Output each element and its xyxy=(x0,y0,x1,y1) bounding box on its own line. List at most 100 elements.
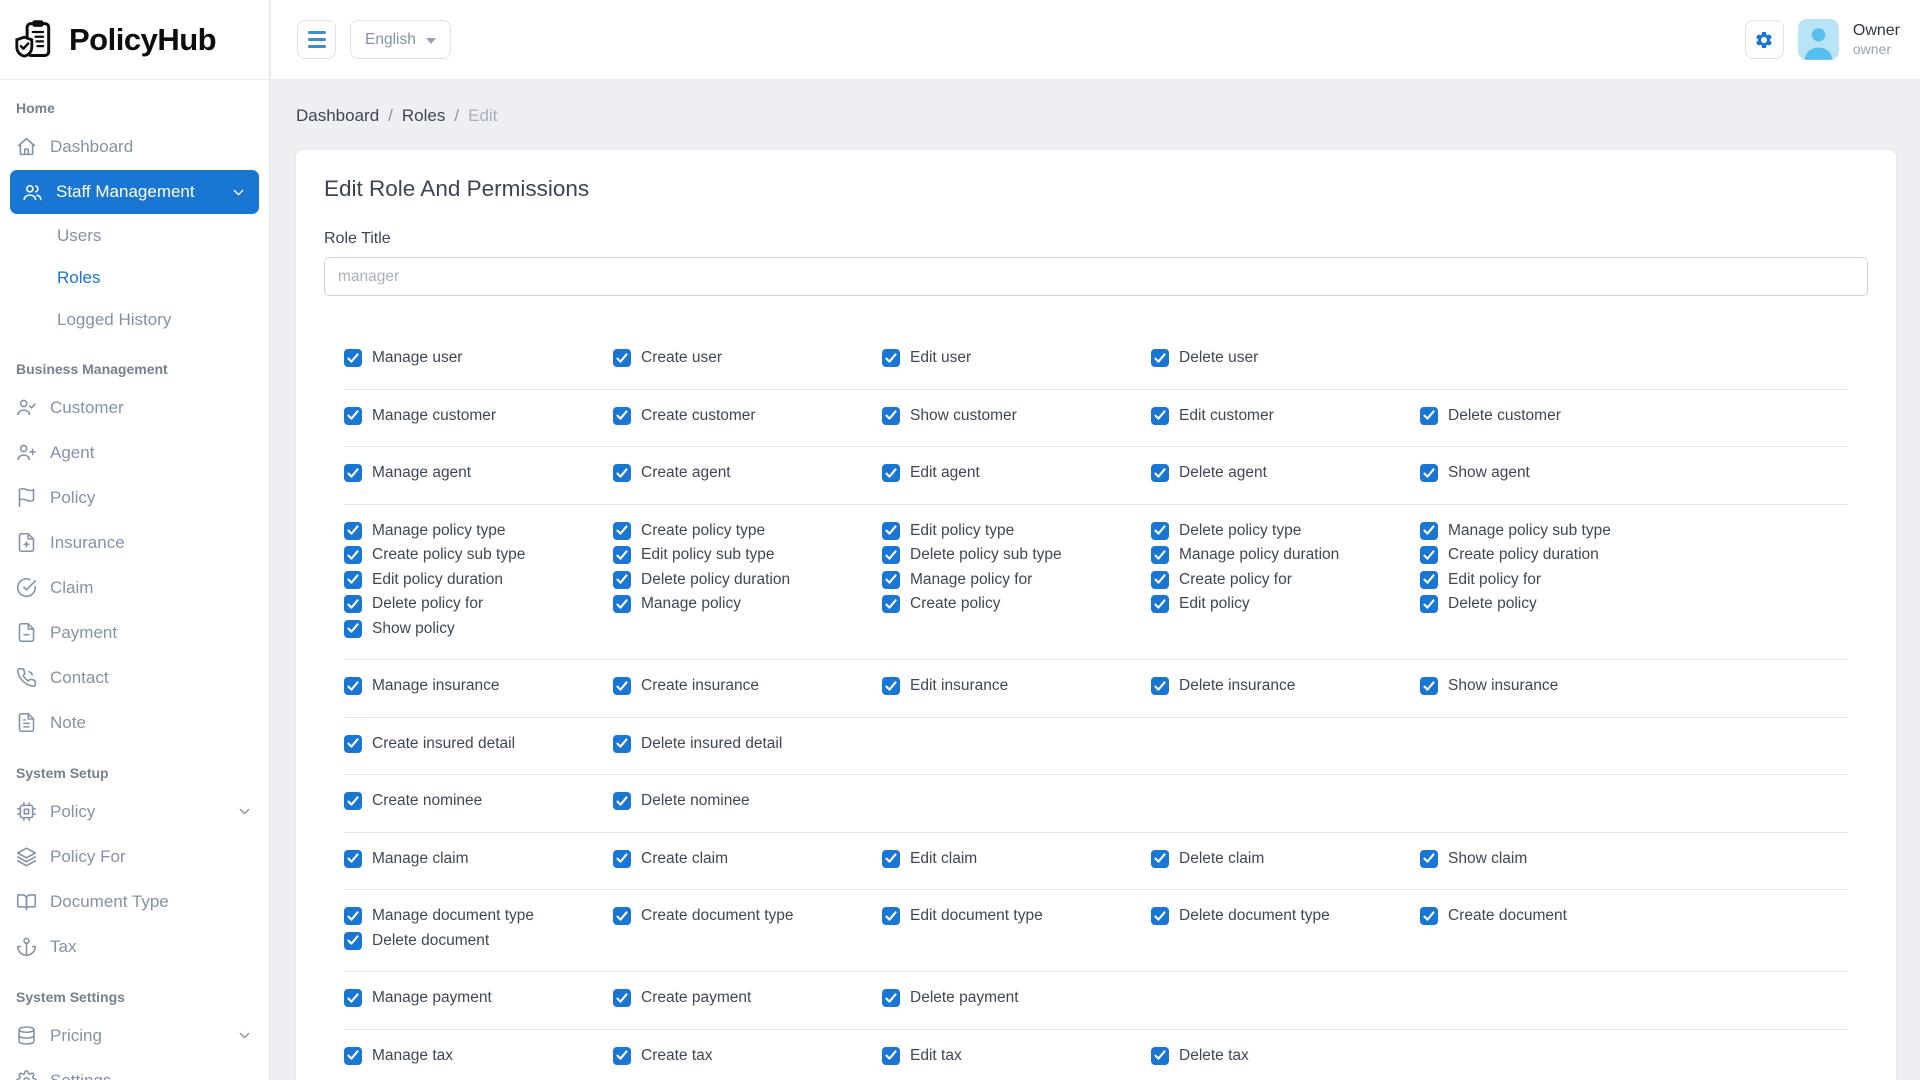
checkbox-create-policy-duration[interactable] xyxy=(1420,546,1438,565)
language-dropdown[interactable]: English xyxy=(350,20,451,59)
sidebar-subitem-users[interactable]: Users xyxy=(0,215,269,257)
checkbox-manage-customer[interactable] xyxy=(344,406,362,425)
role-title-input[interactable] xyxy=(324,257,1868,296)
checkbox-delete-agent[interactable] xyxy=(1151,464,1169,483)
sidebar-item-settings[interactable]: Settings xyxy=(0,1058,269,1080)
checkbox-manage-policy[interactable] xyxy=(613,595,631,614)
checkbox-create-policy-type[interactable] xyxy=(613,521,631,540)
checkbox-manage-tax[interactable] xyxy=(344,1046,362,1065)
sidebar-item-policy-for[interactable]: Policy For xyxy=(0,834,269,879)
sidebar-item-insurance[interactable]: Insurance xyxy=(0,520,269,565)
checkbox-create-customer[interactable] xyxy=(613,406,631,425)
checkbox-manage-payment[interactable] xyxy=(344,989,362,1008)
checkbox-create-insured-detail[interactable] xyxy=(344,734,362,753)
checkbox-manage-policy-sub-type[interactable] xyxy=(1420,521,1438,540)
checkbox-show-claim[interactable] xyxy=(1420,849,1438,868)
checkbox-create-policy[interactable] xyxy=(882,595,900,614)
checkbox-delete-policy-duration[interactable] xyxy=(613,570,631,589)
checkbox-create-tax[interactable] xyxy=(613,1046,631,1065)
sidebar-item-claim[interactable]: Claim xyxy=(0,565,269,610)
checkbox-delete-policy-type[interactable] xyxy=(1151,521,1169,540)
user-avatar[interactable] xyxy=(1797,19,1839,60)
checkbox-manage-document-type[interactable] xyxy=(344,907,362,926)
checkbox-edit-agent[interactable] xyxy=(882,464,900,483)
checkbox-create-agent[interactable] xyxy=(613,464,631,483)
sidebar: PolicyHub Home Dashboard Staff Managemen… xyxy=(0,0,270,1080)
permission-item: Edit document type xyxy=(882,904,1151,929)
checkbox-edit-policy-for[interactable] xyxy=(1420,570,1438,589)
sidebar-subitem-roles[interactable]: Roles xyxy=(0,257,269,299)
checkbox-create-user[interactable] xyxy=(613,349,631,368)
checkbox-manage-policy-duration[interactable] xyxy=(1151,546,1169,565)
check-icon xyxy=(347,738,359,748)
sidebar-item-note[interactable]: Note xyxy=(0,700,269,745)
checkbox-edit-insurance[interactable] xyxy=(882,677,900,696)
checkbox-show-insurance[interactable] xyxy=(1420,677,1438,696)
checkbox-delete-policy-sub-type[interactable] xyxy=(882,546,900,565)
checkbox-manage-policy-type[interactable] xyxy=(344,521,362,540)
permission-label: Create claim xyxy=(641,849,728,867)
checkbox-delete-policy[interactable] xyxy=(1420,595,1438,614)
checkbox-create-payment[interactable] xyxy=(613,989,631,1008)
permission-item: Create customer xyxy=(613,404,882,429)
sidebar-item-pricing[interactable]: Pricing xyxy=(0,1013,269,1058)
checkbox-delete-customer[interactable] xyxy=(1420,406,1438,425)
sidebar-toggle-button[interactable] xyxy=(297,20,336,59)
sidebar-item-dashboard[interactable]: Dashboard xyxy=(0,124,269,169)
sidebar-item-policy[interactable]: Policy xyxy=(0,789,269,834)
checkbox-edit-customer[interactable] xyxy=(1151,406,1169,425)
checkbox-delete-payment[interactable] xyxy=(882,989,900,1008)
checkbox-delete-tax[interactable] xyxy=(1151,1046,1169,1065)
checkbox-create-policy-for[interactable] xyxy=(1151,570,1169,589)
checkbox-manage-insurance[interactable] xyxy=(344,677,362,696)
checkbox-delete-insured-detail[interactable] xyxy=(613,734,631,753)
checkbox-show-agent[interactable] xyxy=(1420,464,1438,483)
checkbox-manage-policy-for[interactable] xyxy=(882,570,900,589)
checkbox-edit-claim[interactable] xyxy=(882,849,900,868)
check-icon xyxy=(616,738,628,748)
checkbox-edit-document-type[interactable] xyxy=(882,907,900,926)
checkbox-delete-user[interactable] xyxy=(1151,349,1169,368)
settings-button[interactable] xyxy=(1744,20,1784,59)
sidebar-item-contact[interactable]: Contact xyxy=(0,655,269,700)
checkbox-edit-user[interactable] xyxy=(882,349,900,368)
checkbox-show-policy[interactable] xyxy=(344,619,362,638)
checkbox-delete-insurance[interactable] xyxy=(1151,677,1169,696)
checkbox-create-claim[interactable] xyxy=(613,849,631,868)
sidebar-item-customer[interactable]: Customer xyxy=(0,385,269,430)
breadcrumb-roles[interactable]: Roles xyxy=(401,106,446,125)
checkbox-show-customer[interactable] xyxy=(882,406,900,425)
checkbox-edit-policy-type[interactable] xyxy=(882,521,900,540)
sidebar-item-agent[interactable]: Agent xyxy=(0,430,269,475)
sidebar-item-staff-management[interactable]: Staff Management xyxy=(10,170,259,214)
checkbox-create-nominee[interactable] xyxy=(344,792,362,811)
checkbox-create-insurance[interactable] xyxy=(613,677,631,696)
breadcrumb-dashboard[interactable]: Dashboard xyxy=(296,106,380,125)
checkbox-delete-document-type[interactable] xyxy=(1151,907,1169,926)
checkbox-edit-policy-duration[interactable] xyxy=(344,570,362,589)
checkbox-edit-policy[interactable] xyxy=(1151,595,1169,614)
checkbox-delete-claim[interactable] xyxy=(1151,849,1169,868)
sidebar-item-payment[interactable]: Payment xyxy=(0,610,269,655)
checkbox-delete-policy-for[interactable] xyxy=(344,595,362,614)
divider xyxy=(344,503,1848,505)
checkbox-edit-tax[interactable] xyxy=(882,1046,900,1065)
sidebar-item-policy[interactable]: Policy xyxy=(0,475,269,520)
checkbox-delete-nominee[interactable] xyxy=(613,792,631,811)
sidebar-subitem-logged-history[interactable]: Logged History xyxy=(0,299,269,341)
permission-label: Create policy duration xyxy=(1448,546,1599,564)
checkbox-manage-agent[interactable] xyxy=(344,464,362,483)
checkbox-create-document-type[interactable] xyxy=(613,907,631,926)
sidebar-item-document-type[interactable]: Document Type xyxy=(0,879,269,924)
checkbox-create-policy-sub-type[interactable] xyxy=(344,546,362,565)
sidebar-item-tax[interactable]: Tax xyxy=(0,924,269,969)
checkbox-edit-policy-sub-type[interactable] xyxy=(613,546,631,565)
permission-item: Manage policy sub type xyxy=(1420,519,1689,544)
brand-logo[interactable]: PolicyHub xyxy=(0,0,269,80)
checkbox-create-document[interactable] xyxy=(1420,907,1438,926)
permission-group: Manage user Create user Edit user Delete… xyxy=(324,332,1868,389)
checkbox-manage-user[interactable] xyxy=(344,349,362,368)
checkbox-delete-document[interactable] xyxy=(344,931,362,950)
sidebar-item-label: Policy xyxy=(50,487,96,507)
checkbox-manage-claim[interactable] xyxy=(344,849,362,868)
